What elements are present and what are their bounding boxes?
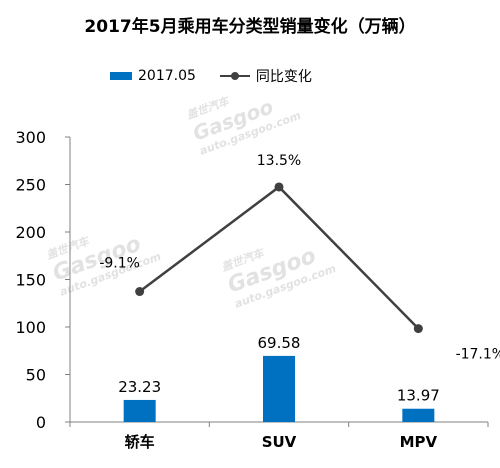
line-point bbox=[135, 287, 145, 297]
chart-legend: 2017.05 同比变化 bbox=[110, 66, 336, 86]
line-point bbox=[413, 324, 423, 334]
legend-line-swatch bbox=[219, 71, 250, 81]
bar bbox=[123, 399, 156, 422]
bar bbox=[263, 355, 295, 422]
bar-data-label: 13.97 bbox=[397, 387, 440, 405]
legend-item-line: 同比变化 bbox=[219, 66, 312, 86]
chart-title: 2017年5月乘用车分类型销量变化（万辆） bbox=[84, 17, 416, 37]
legend-line-label: 同比变化 bbox=[255, 69, 312, 85]
bar-data-label: 69.58 bbox=[258, 334, 301, 352]
y-tick-label: 250 bbox=[15, 176, 46, 195]
y-tick-label: 200 bbox=[15, 223, 46, 242]
x-tick-label: 轿车 bbox=[125, 433, 155, 451]
legend-bar-label: 2017.05 bbox=[138, 68, 196, 84]
bar bbox=[402, 408, 435, 422]
x-tick-label: MPV bbox=[400, 433, 438, 451]
y-tick-label: 300 bbox=[15, 128, 46, 147]
y-tick-label: 100 bbox=[15, 318, 46, 337]
legend-bar-swatch bbox=[110, 72, 132, 80]
bar-data-label: 23.23 bbox=[118, 378, 161, 396]
y-tick-label: 150 bbox=[15, 271, 46, 290]
line-data-label: 13.5% bbox=[257, 153, 301, 169]
line-data-label: -17.1% bbox=[456, 347, 500, 363]
line-point bbox=[274, 182, 284, 192]
x-tick-label: SUV bbox=[262, 433, 297, 451]
y-tick-label: 50 bbox=[26, 366, 46, 385]
y-tick-label: 0 bbox=[36, 413, 46, 432]
line-series bbox=[138, 185, 420, 330]
line-data-label: -9.1% bbox=[99, 256, 140, 272]
legend-item-bar: 2017.05 bbox=[110, 68, 196, 84]
